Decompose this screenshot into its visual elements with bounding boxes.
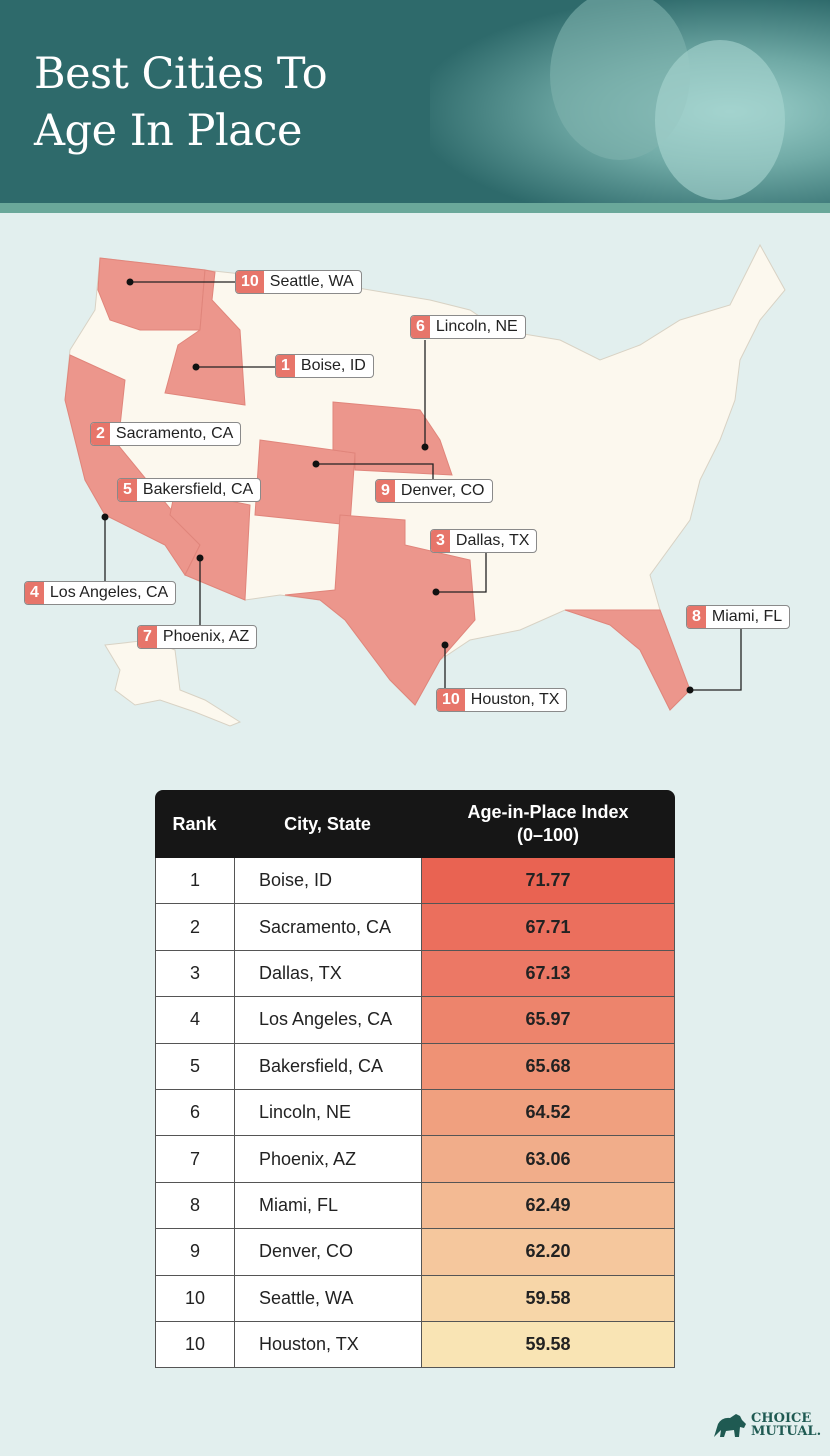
header-index: Age-in-Place Index (0–100) (467, 802, 629, 845)
index-cell: 65.68 (422, 1043, 674, 1089)
index-cell: 67.71 (422, 904, 674, 950)
city-cell: Lincoln, NE (235, 1089, 422, 1136)
city-cell: Seattle, WA (235, 1275, 422, 1321)
table-row: 9 Denver, CO 62.20 (156, 1229, 674, 1276)
state-ca (64, 354, 201, 576)
table-row: 6 Lincoln, NE 64.52 (156, 1089, 674, 1137)
state-az (169, 489, 251, 601)
header-banner: Best Cities To Age In Place (0, 0, 830, 203)
table-row: 4 Los Angeles, CA 65.97 (156, 997, 674, 1044)
ranking-table: Rank City, State Age-in-Place Index (0–10… (155, 790, 675, 1369)
rank-cell: 7 (156, 1136, 235, 1182)
index-cell: 67.13 (422, 950, 674, 997)
map-label-houston: 10 Houston, TX (436, 688, 568, 712)
table-row: 1 Boise, ID 71.77 (156, 858, 674, 905)
map-label-sacramento: 2 Sacramento, CA (90, 422, 242, 446)
map-label-dallas: 3 Dallas, TX (430, 529, 538, 553)
index-cell: 63.06 (422, 1136, 674, 1182)
table-body: 1 Boise, ID 71.77 2 Sacramento, CA 67.71 3 Dall… (155, 858, 675, 1369)
map-label-boise: 1 Boise, ID (275, 354, 374, 378)
rank-cell: 4 (156, 997, 235, 1043)
map-label-lincoln: 6 Lincoln, NE (410, 315, 526, 339)
city-cell: Dallas, TX (235, 950, 422, 997)
alaska (104, 639, 242, 727)
city-cell: Boise, ID (235, 858, 422, 904)
bear-icon (714, 1414, 746, 1437)
index-cell: 64.52 (422, 1089, 674, 1136)
rank-cell: 6 (156, 1089, 235, 1136)
rank-cell: 1 (156, 858, 235, 904)
rank-cell: 5 (156, 1043, 235, 1089)
index-cell: 59.58 (422, 1275, 674, 1321)
city-cell: Denver, CO (235, 1229, 422, 1275)
map-label-miami: 8 Miami, FL (686, 605, 791, 629)
state-wa (97, 257, 206, 331)
table-row: 2 Sacramento, CA 67.71 (156, 904, 674, 951)
state-ne (332, 401, 453, 476)
index-cell: 65.97 (422, 997, 674, 1043)
index-cell: 62.20 (422, 1229, 674, 1275)
rank-cell: 2 (156, 904, 235, 950)
state-co (254, 439, 356, 526)
us-map (64, 243, 786, 727)
map-label-los-angeles: 4 Los Angeles, CA (24, 581, 177, 605)
index-cell: 62.49 (422, 1182, 674, 1229)
rank-cell: 10 (156, 1275, 235, 1321)
rank-cell: 10 (156, 1321, 235, 1368)
table-row: 10 Seattle, WA 59.58 (156, 1275, 674, 1322)
rank-cell: 8 (156, 1182, 235, 1229)
city-cell: Los Angeles, CA (235, 997, 422, 1043)
state-id (164, 269, 246, 406)
index-cell: 59.58 (422, 1321, 674, 1368)
city-cell: Phoenix, AZ (235, 1136, 422, 1182)
state-fl (564, 609, 691, 711)
map-label-bakersfield: 5 Bakersfield, CA (117, 478, 262, 502)
table-row: 8 Miami, FL 62.49 (156, 1182, 674, 1230)
city-cell: Houston, TX (235, 1321, 422, 1368)
city-cell: Miami, FL (235, 1182, 422, 1229)
header-city: City, State (284, 813, 371, 834)
page-title: Best Cities To Age In Place (34, 49, 328, 156)
header-rank: Rank (172, 813, 217, 834)
table-row: 10 Houston, TX 59.58 (156, 1321, 674, 1369)
table-row: 7 Phoenix, AZ 63.06 (156, 1136, 674, 1183)
table-row: 3 Dallas, TX 67.13 (156, 950, 674, 998)
state-tx (284, 514, 476, 706)
table-header: Rank City, State Age-in-Place Index (0–10… (155, 790, 675, 858)
divider-stripe (0, 203, 830, 213)
couple-photo (430, 0, 830, 203)
city-cell: Sacramento, CA (235, 904, 422, 950)
map-label-denver: 9 Denver, CO (375, 479, 493, 503)
map-label-phoenix: 7 Phoenix, AZ (137, 625, 258, 649)
map-label-seattle: 10 Seattle, WA (235, 270, 362, 294)
city-cell: Bakersfield, CA (235, 1043, 422, 1089)
rank-cell: 3 (156, 950, 235, 997)
choice-mutual-logo: CHOICE MUTUAL. (712, 1412, 821, 1438)
rank-cell: 9 (156, 1229, 235, 1275)
index-cell: 71.77 (422, 858, 674, 904)
table-row: 5 Bakersfield, CA 65.68 (156, 1043, 674, 1090)
